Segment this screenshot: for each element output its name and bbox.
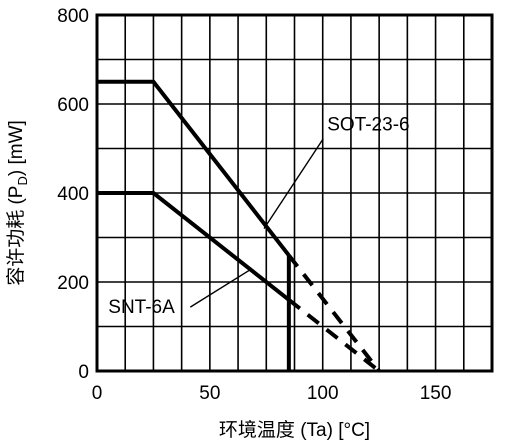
series-dashed-line [287, 254, 381, 373]
annotation-label: SOT-23-6 [327, 115, 409, 136]
annotation-label: SNT-6A [108, 297, 175, 318]
series-SNT-6A [97, 191, 381, 373]
annotation-leader [263, 138, 324, 229]
x-tick-label: 50 [199, 383, 220, 404]
series-solid-line [97, 79, 291, 257]
grid [97, 15, 492, 371]
y-tick-label: 0 [78, 362, 89, 383]
series-SOT-23-6 [97, 79, 381, 373]
annotation-leader [189, 268, 251, 308]
y-tick-label: 200 [57, 273, 89, 294]
x-axis-label: 环境温度 (Ta) [°C] [219, 419, 370, 441]
y-tick-label: 400 [57, 184, 89, 205]
y-axis-label: 容许功耗 (PD) [mW] [5, 120, 30, 286]
tick-labels: 0 50 100 150 0 200 400 600 800 [57, 6, 451, 404]
y-tick-label: 800 [57, 6, 89, 27]
series-dashed-line [287, 298, 381, 373]
y-tick-label: 600 [57, 95, 89, 116]
series-layer [97, 79, 381, 373]
y-label-main: 容许功耗 (P [5, 186, 27, 286]
y-label-subscript: D [15, 176, 30, 185]
x-tick-label: 100 [307, 383, 339, 404]
y-label-tail: ) [mW] [6, 120, 27, 176]
x-tick-label: 150 [420, 383, 452, 404]
annotations: SOT-23-6 SNT-6A [108, 115, 409, 318]
x-tick-label: 0 [92, 383, 103, 404]
plot-frame [95, 13, 494, 373]
series-solid-line [97, 191, 291, 302]
plot-border [95, 13, 494, 373]
